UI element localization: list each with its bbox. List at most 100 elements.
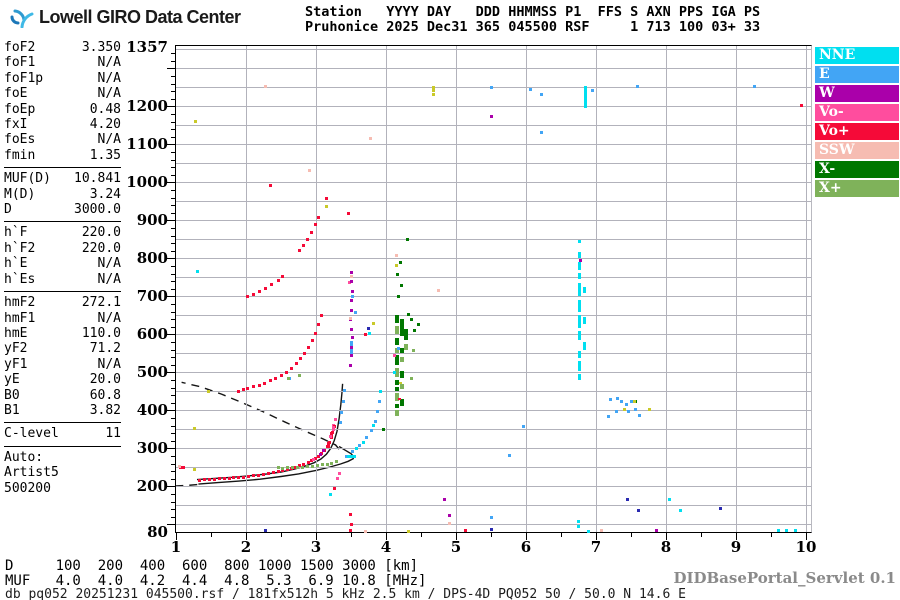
echo-point	[407, 312, 411, 316]
x-axis-tick	[386, 533, 387, 540]
y-axis-tick	[167, 68, 175, 70]
echo-point	[576, 525, 580, 529]
y-axis-tick	[171, 243, 175, 245]
param-row: D 3000.0	[4, 202, 121, 217]
echo-point	[655, 529, 659, 533]
f-gridline	[666, 46, 667, 532]
echo-point	[625, 497, 629, 501]
param-value: 272.1	[81, 295, 121, 311]
echo-point	[350, 327, 353, 331]
echo-point	[319, 313, 323, 317]
echo-point	[370, 429, 374, 433]
echo-point	[312, 458, 316, 461]
h-gridline	[176, 106, 811, 108]
x-axis-tick	[176, 533, 177, 540]
x-axis-tick	[316, 533, 317, 540]
x-axis-tick	[246, 533, 247, 540]
param-label: D	[4, 202, 12, 218]
echo-point	[431, 85, 435, 89]
y-axis-tick	[171, 311, 175, 313]
echo-point	[354, 447, 358, 451]
param-label: h`F	[4, 225, 28, 241]
echo-bar	[578, 351, 582, 359]
x-axis-tick	[211, 533, 212, 537]
echo-point	[375, 410, 379, 414]
param-label: hmE	[4, 325, 28, 341]
y-axis-tick	[171, 288, 175, 290]
echo-point	[241, 388, 245, 392]
echo-point	[331, 430, 335, 434]
param-row: yF2 71.2	[4, 341, 121, 356]
echo-point	[305, 465, 309, 469]
echo-point	[281, 466, 285, 470]
echo-direction-legend: NNE E W Vo- Vo+ SSW X- X+	[815, 47, 899, 199]
param-label: fmin	[4, 147, 36, 163]
f-gridline	[736, 46, 737, 532]
param-row: h`F2 220.0	[4, 241, 121, 256]
echo-point	[284, 370, 288, 374]
ionogram-plot-area: 80 200 300 400 500 600 700 800 900 1000 1100 1200 13…	[126, 38, 816, 556]
echo-point	[623, 408, 626, 412]
y-axis-tick	[171, 509, 175, 511]
param-value: 0.48	[89, 101, 121, 117]
echo-point	[271, 471, 275, 474]
x-axis-tick	[561, 533, 562, 537]
echo-bar	[578, 282, 582, 297]
param-value: 3.24	[89, 186, 121, 202]
x-axis-tick	[351, 533, 352, 537]
echo-point	[331, 426, 335, 430]
echo-point	[350, 299, 353, 303]
echo-point	[396, 346, 400, 350]
echo-point	[329, 435, 332, 439]
echo-point	[352, 454, 356, 458]
echo-point	[196, 270, 199, 274]
echo-point	[270, 283, 274, 287]
echo-point	[539, 92, 543, 96]
param-row: h`Es N/A	[4, 272, 121, 287]
y-axis-tick	[171, 326, 175, 328]
echo-point	[490, 516, 493, 520]
x-axis-label: 9	[730, 538, 742, 556]
y-axis-tick	[167, 144, 175, 146]
y-axis-label: 1357	[126, 37, 168, 56]
echo-point	[400, 284, 404, 287]
echo-point	[325, 462, 329, 466]
y-axis-tick	[171, 53, 175, 55]
y-axis-label: 400	[136, 401, 168, 420]
y-axis-tick	[171, 478, 175, 480]
h-gridline	[176, 372, 811, 374]
echo-point	[317, 322, 321, 326]
echo-point	[310, 230, 314, 234]
echo-point	[793, 529, 797, 533]
echo-point	[257, 290, 261, 294]
param-label: foE	[4, 86, 28, 102]
echo-point	[350, 270, 353, 274]
echo-point	[630, 400, 633, 404]
echo-point	[490, 86, 493, 90]
echo-point	[578, 258, 582, 262]
param-label: foF2	[4, 40, 36, 55]
echo-point	[373, 420, 377, 423]
echo-point	[314, 331, 318, 335]
echo-point	[274, 376, 278, 380]
echo-point	[448, 514, 451, 518]
echo-point	[364, 529, 367, 533]
echo-point	[448, 522, 451, 526]
echo-point	[800, 103, 804, 107]
echo-point	[396, 295, 400, 299]
echo-point	[318, 452, 322, 456]
y-axis-tick	[171, 433, 175, 435]
param-value: 3.350	[81, 40, 121, 55]
echo-bar	[403, 343, 408, 350]
echo-point	[507, 454, 511, 458]
h-gridline	[176, 524, 811, 526]
echo-point	[406, 238, 409, 242]
legend-item-x: X-	[815, 161, 899, 178]
param-label: h`Es	[4, 271, 36, 287]
echo-bar	[578, 331, 582, 341]
echo-point	[576, 520, 580, 524]
x-axis-tick	[631, 533, 632, 537]
h-gridline	[176, 486, 811, 488]
giro-logo[interactable]: Lowell GIRO Data Center	[8, 6, 241, 28]
